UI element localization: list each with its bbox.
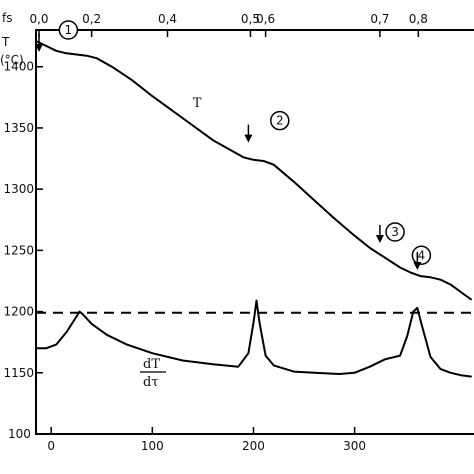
y-tick-label: 1200 bbox=[3, 305, 34, 319]
series-label-denominator: dτ bbox=[143, 375, 159, 390]
marker-number: 3 bbox=[391, 225, 399, 239]
series-label-dT-dtau: dT dτ bbox=[140, 357, 166, 390]
y-tick-label-bottom: 100 bbox=[8, 427, 31, 441]
y-axis-label-T: T bbox=[1, 35, 10, 49]
top-tick-label: 0,7 bbox=[370, 12, 389, 26]
y-tick-label: 1150 bbox=[3, 366, 34, 380]
marker-circle bbox=[385, 222, 405, 242]
marker-number: 2 bbox=[276, 114, 284, 128]
top-tick-label: 0,6 bbox=[256, 12, 275, 26]
top-tick-label: 0,4 bbox=[158, 12, 177, 26]
top-tick-label: 0,0 bbox=[29, 12, 48, 26]
marker-circle bbox=[270, 110, 290, 131]
marker-number: 4 bbox=[418, 248, 426, 262]
y-axis-label-unit: (°C) bbox=[0, 53, 24, 67]
marker-arrowhead bbox=[413, 261, 422, 270]
series-label-numerator: dT bbox=[143, 357, 160, 372]
x-axis: 0 100 200 300 bbox=[47, 427, 366, 453]
x-tick-label: 200 bbox=[242, 439, 265, 453]
marker-number: 1 bbox=[65, 23, 73, 37]
y-axis: 1150 1200 1250 1300 1350 1400 bbox=[3, 60, 43, 380]
marker-arrowhead bbox=[244, 134, 253, 143]
marker-arrowhead bbox=[35, 44, 44, 53]
series-dTdtau-line bbox=[35, 299, 472, 378]
series-T-line bbox=[35, 40, 472, 301]
y-tick-label: 1300 bbox=[3, 182, 34, 196]
top-axis: 0,0 0,2 0,4 0,50,6 0,7 0,8 bbox=[29, 12, 428, 37]
top-tick-label: 0,2 bbox=[82, 12, 101, 26]
series-label-T: T bbox=[193, 96, 202, 111]
y-tick-label: 1350 bbox=[3, 121, 34, 135]
top-tick-label: 0,5 bbox=[241, 12, 260, 26]
plot-frame bbox=[35, 29, 474, 435]
y-tick-label: 1250 bbox=[3, 243, 34, 257]
x-tick-label: 100 bbox=[141, 439, 164, 453]
marker-circle bbox=[58, 20, 79, 40]
curves bbox=[35, 40, 474, 378]
annotations: 1 2 3 4 bbox=[35, 20, 432, 270]
x-tick-label: 300 bbox=[343, 439, 366, 453]
top-axis-label: fs bbox=[2, 11, 12, 25]
top-tick-label: 0,8 bbox=[409, 12, 428, 26]
marker-arrowhead bbox=[375, 235, 384, 244]
x-tick-label: 0 bbox=[47, 439, 55, 453]
y-tick-label: 1400 bbox=[3, 60, 34, 74]
